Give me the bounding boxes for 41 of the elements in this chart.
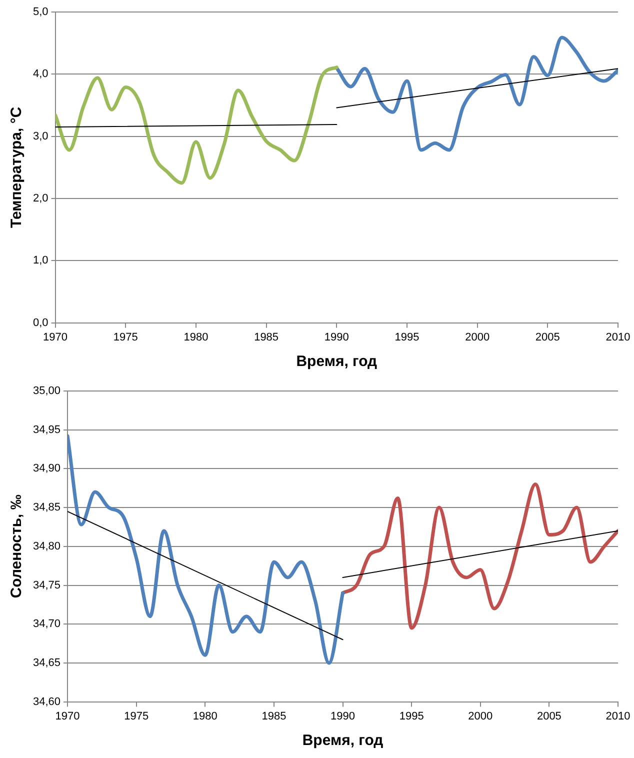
x-axis-title: Время, год bbox=[302, 732, 384, 750]
x-tick-label: 1990 bbox=[330, 710, 356, 722]
x-tick-label: 1995 bbox=[394, 331, 420, 344]
x-tick-label: 1975 bbox=[113, 331, 138, 344]
line-series bbox=[55, 66, 338, 185]
y-tick-label: 34,70 bbox=[32, 618, 61, 630]
x-tick-label: 1975 bbox=[124, 710, 149, 722]
x-tick-label: 1985 bbox=[262, 710, 286, 722]
y-tick-label: 34,95 bbox=[32, 424, 61, 436]
x-tick-label: 2000 bbox=[468, 710, 493, 722]
x-tick-label: 1980 bbox=[184, 331, 208, 344]
x-tick-label: 1980 bbox=[192, 710, 218, 722]
y-tick-label: 4,0 bbox=[32, 68, 48, 80]
x-tick-label: 1990 bbox=[324, 331, 349, 344]
y-tick-label: 0,0 bbox=[32, 316, 48, 329]
y-tick-label: 34,90 bbox=[32, 462, 61, 475]
x-tick-label: 1970 bbox=[43, 331, 68, 344]
line-series bbox=[68, 434, 345, 665]
y-tick-label: 35,00 bbox=[32, 385, 61, 398]
y-axis-title: Соленость, ‰ bbox=[8, 494, 26, 598]
y-tick-label: 3,0 bbox=[32, 130, 48, 142]
y-tick-label: 34,75 bbox=[32, 579, 61, 592]
y-tick-label: 34,65 bbox=[32, 656, 61, 669]
x-tick-label: 2005 bbox=[536, 710, 562, 722]
y-tick-label: 34,80 bbox=[32, 540, 61, 552]
x-tick-label: 1995 bbox=[399, 710, 424, 722]
y-axis-title: Температура, °С bbox=[8, 106, 26, 228]
y-tick-label: 1,0 bbox=[32, 254, 48, 267]
y-tick-label: 2,0 bbox=[32, 192, 48, 205]
x-tick-label: 1970 bbox=[55, 710, 80, 722]
y-tick-label: 34,85 bbox=[32, 502, 61, 514]
x-tick-label: 2010 bbox=[606, 710, 630, 722]
y-tick-label: 34,60 bbox=[32, 696, 61, 708]
x-tick-label: 2010 bbox=[606, 331, 630, 344]
x-tick-label: 2005 bbox=[535, 331, 560, 344]
x-tick-label: 2000 bbox=[465, 331, 490, 344]
x-tick-label: 1985 bbox=[254, 331, 279, 344]
y-tick-label: 5,0 bbox=[32, 6, 48, 18]
x-axis-title: Время, год bbox=[296, 353, 378, 370]
line-series bbox=[334, 36, 618, 152]
line-series bbox=[341, 482, 618, 630]
